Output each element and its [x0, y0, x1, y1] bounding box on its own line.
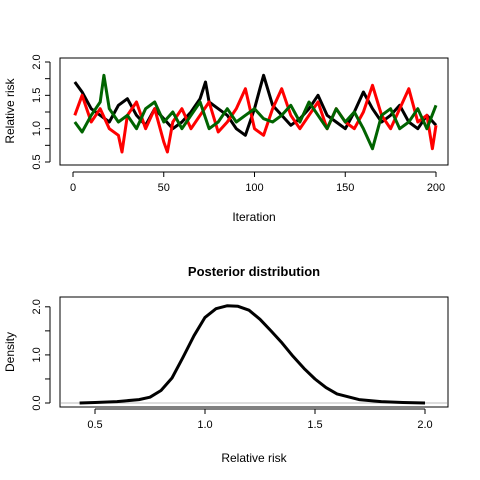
trace-x-tick-label: 50	[158, 182, 170, 194]
trace-plot-frame	[59, 57, 449, 166]
density-title: Posterior distribution	[188, 264, 320, 279]
trace-x-label: Iteration	[232, 210, 275, 224]
density-x-axis: 0.5 1.0 1.5 2.0	[87, 408, 433, 431]
trace-x-tick-label: 200	[427, 182, 445, 194]
density-y-axis: 0.0 1.0 2.0	[31, 299, 51, 411]
density-y-tick-label: 1.0	[31, 347, 43, 362]
density-series-1	[79, 304, 426, 405]
trace-x-axis: 0 50 100 150 200	[70, 171, 445, 194]
trace-y-tick-label: 1.0	[31, 121, 43, 136]
density-y-tick-label: 2.0	[31, 299, 43, 314]
trace-x-tick-label: 150	[336, 182, 354, 194]
density-y-tick-label: 0.0	[31, 395, 43, 410]
density-x-tick-label: 2.0	[417, 419, 432, 431]
density-y-label: Density	[3, 332, 17, 372]
trace-series-group	[73, 73, 438, 154]
trace-x-tick-label: 0	[70, 182, 76, 194]
trace-y-tick-label: 2.0	[31, 54, 43, 69]
density-x-tick-label: 1.0	[197, 419, 212, 431]
density-plot: Posterior distribution 0.5 1.0 1.5 2.0 0.0 1…	[3, 264, 449, 465]
trace-y-label: Relative risk	[3, 77, 17, 143]
density-plot-frame	[59, 296, 449, 408]
density-x-label: Relative risk	[221, 451, 287, 465]
trace-y-tick-label: 0.5	[31, 154, 43, 169]
trace-plot: 0 50 100 150 200 0.5 1.0 1.5 2.0 Iteration Rela…	[3, 54, 449, 224]
trace-y-axis: 0.5 1.0 1.5 2.0	[31, 54, 51, 170]
density-x-tick-label: 0.5	[87, 419, 102, 431]
trace-series-3	[73, 73, 438, 151]
trace-x-tick-label: 100	[245, 182, 263, 194]
density-series-group	[79, 304, 426, 405]
density-x-tick-label: 1.5	[307, 419, 322, 431]
trace-series-2	[73, 83, 438, 154]
trace-y-tick-label: 1.5	[31, 88, 43, 103]
